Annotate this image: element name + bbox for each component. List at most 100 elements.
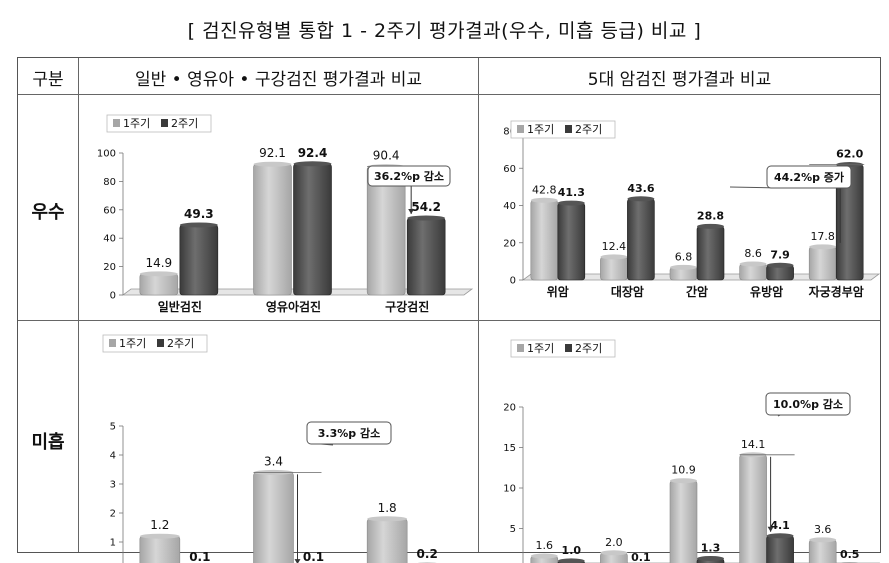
- legend-label-cycle1: 1주기: [527, 123, 554, 136]
- bar-cap: [766, 262, 794, 268]
- bar-cycle1: [139, 535, 181, 563]
- value-label: 0.1: [631, 551, 651, 563]
- bar-cycle1: [253, 472, 294, 563]
- value-label: 12.4: [602, 240, 627, 253]
- legend-label-cycle1: 1주기: [527, 342, 554, 355]
- value-label: 3.6: [814, 523, 832, 536]
- bar-cap: [557, 200, 585, 206]
- bar-cap: [809, 244, 837, 250]
- legend-box: [102, 334, 208, 353]
- row-label-poor: 미흡: [31, 432, 65, 453]
- legend-swatch-cycle2: [565, 344, 572, 352]
- value-label: 1.6: [536, 539, 554, 552]
- value-label: 7.9: [770, 248, 790, 261]
- value-label: 3.4: [264, 454, 283, 468]
- value-label: 2.0: [605, 536, 623, 549]
- value-label: 92.1: [259, 146, 286, 160]
- value-label: 28.8: [697, 209, 724, 222]
- bar-cycle1: [808, 246, 837, 281]
- bar-cap: [739, 261, 767, 267]
- bar-cap: [670, 478, 697, 484]
- bar-cap: [809, 537, 837, 543]
- legend-swatch-cycle2: [161, 119, 168, 127]
- value-label: 1.2: [150, 518, 169, 532]
- bar-cap: [697, 555, 724, 561]
- value-label: 90.4: [373, 149, 400, 163]
- bar-cycle2: [627, 198, 655, 281]
- value-label: 1.3: [701, 541, 721, 554]
- legend-label-cycle2: 2주기: [167, 337, 194, 350]
- general-column-header: 일반 • 영유아 • 구강검진 평가결과 비교: [134, 70, 423, 90]
- bar-cycle2: [557, 202, 586, 281]
- cancer-poor-chart: 05101520위암1.61.0대장암2.00.1간암10.91.3유방암14.…: [503, 339, 881, 563]
- row-divider: [18, 320, 880, 321]
- legend: 1주기 2주기: [510, 339, 616, 358]
- value-label: 0.5: [840, 548, 860, 561]
- legend-swatch-cycle2: [157, 339, 164, 347]
- x-category-label: 위암: [547, 285, 569, 299]
- legend-swatch-cycle1: [517, 344, 524, 352]
- value-label: 92.4: [298, 146, 328, 160]
- bar-cycle1: [739, 454, 767, 563]
- x-category-label: 유방암: [750, 284, 783, 299]
- callout-box: [765, 392, 851, 416]
- bar-cycle1: [139, 273, 179, 296]
- bar-cycle1: [600, 256, 628, 281]
- page-title: [ 검진유형별 통합 1 - 2주기 평가결과(우수, 미흡 등급) 비교 ]: [187, 20, 702, 42]
- legend-label-cycle1: 1주기: [123, 117, 150, 130]
- callout-arrowhead: [767, 526, 774, 532]
- bar-cap: [530, 553, 558, 559]
- y-tick-label: 40: [103, 234, 116, 245]
- bar-cycle1: [669, 480, 698, 563]
- value-label: 42.8: [532, 183, 557, 196]
- bar-cycle2: [406, 217, 446, 296]
- y-tick-label: 15: [503, 443, 516, 454]
- value-label: 6.8: [675, 250, 693, 263]
- legend-label-cycle2: 2주기: [171, 117, 198, 130]
- y-tick-label: 10: [503, 484, 516, 495]
- legend: 1주기 2주기: [102, 334, 208, 353]
- legend: 1주기 2주기: [106, 114, 212, 133]
- cancer-column-header: 5대 암검진 평가결과 비교: [587, 70, 772, 90]
- y-tick-label: 20: [503, 238, 516, 249]
- cancer-excellent-chart: 0 20 40 60 80 위암 42.8 41.3 대장암 12.4 43.6 간암 6.8 28.8 유…: [503, 120, 881, 299]
- x-category-label: 자궁경부암: [809, 284, 864, 299]
- y-tick-label: 60: [103, 205, 116, 216]
- corner-header: 구분: [32, 70, 64, 90]
- bar-cap: [600, 550, 628, 556]
- legend-label-cycle1: 1주기: [119, 337, 146, 350]
- legend-swatch-cycle1: [109, 339, 116, 347]
- bar-cycle1: [808, 539, 837, 563]
- value-label: 62.0: [836, 148, 863, 161]
- legend-swatch-cycle2: [565, 125, 572, 133]
- y-tick-label: 80: [103, 177, 116, 188]
- header-divider: [18, 94, 880, 95]
- callout-arrowhead: [294, 559, 301, 563]
- bar-cycle2: [179, 224, 219, 296]
- y-tick-label: 5: [110, 422, 116, 433]
- callout-box: [766, 165, 852, 189]
- y-tick-label: 40: [503, 201, 516, 212]
- y-tick-label: 60: [503, 164, 516, 175]
- value-label: 0.2: [417, 547, 438, 561]
- value-label: 14.9: [145, 256, 172, 270]
- legend-label-cycle2: 2주기: [575, 123, 602, 136]
- y-tick-label: 100: [97, 149, 116, 160]
- value-label: 14.1: [741, 438, 766, 451]
- general-excellent-chart: 0 20 40 60 80 100 일반검진 14.9 49.3 영유아검진 92.1 92.4 구강검…: [97, 114, 474, 314]
- legend-swatch-cycle1: [517, 125, 524, 133]
- x-category-label: 대장암: [611, 285, 644, 299]
- bar-cycle2: [696, 226, 725, 281]
- x-category-label: 일반검진: [158, 299, 202, 314]
- value-label: 1.8: [378, 501, 397, 515]
- legend-box: [510, 120, 616, 139]
- callout-label: 36.2%p 감소: [374, 169, 444, 183]
- value-label: 10.9: [671, 464, 696, 477]
- bar-cap: [600, 254, 628, 260]
- value-label: 43.6: [627, 182, 654, 195]
- bar-cap: [627, 196, 655, 202]
- value-label: 17.8: [810, 230, 835, 243]
- label-column-divider: [78, 58, 79, 552]
- value-label: 1.0: [562, 544, 582, 557]
- y-tick-label: 2: [110, 509, 116, 520]
